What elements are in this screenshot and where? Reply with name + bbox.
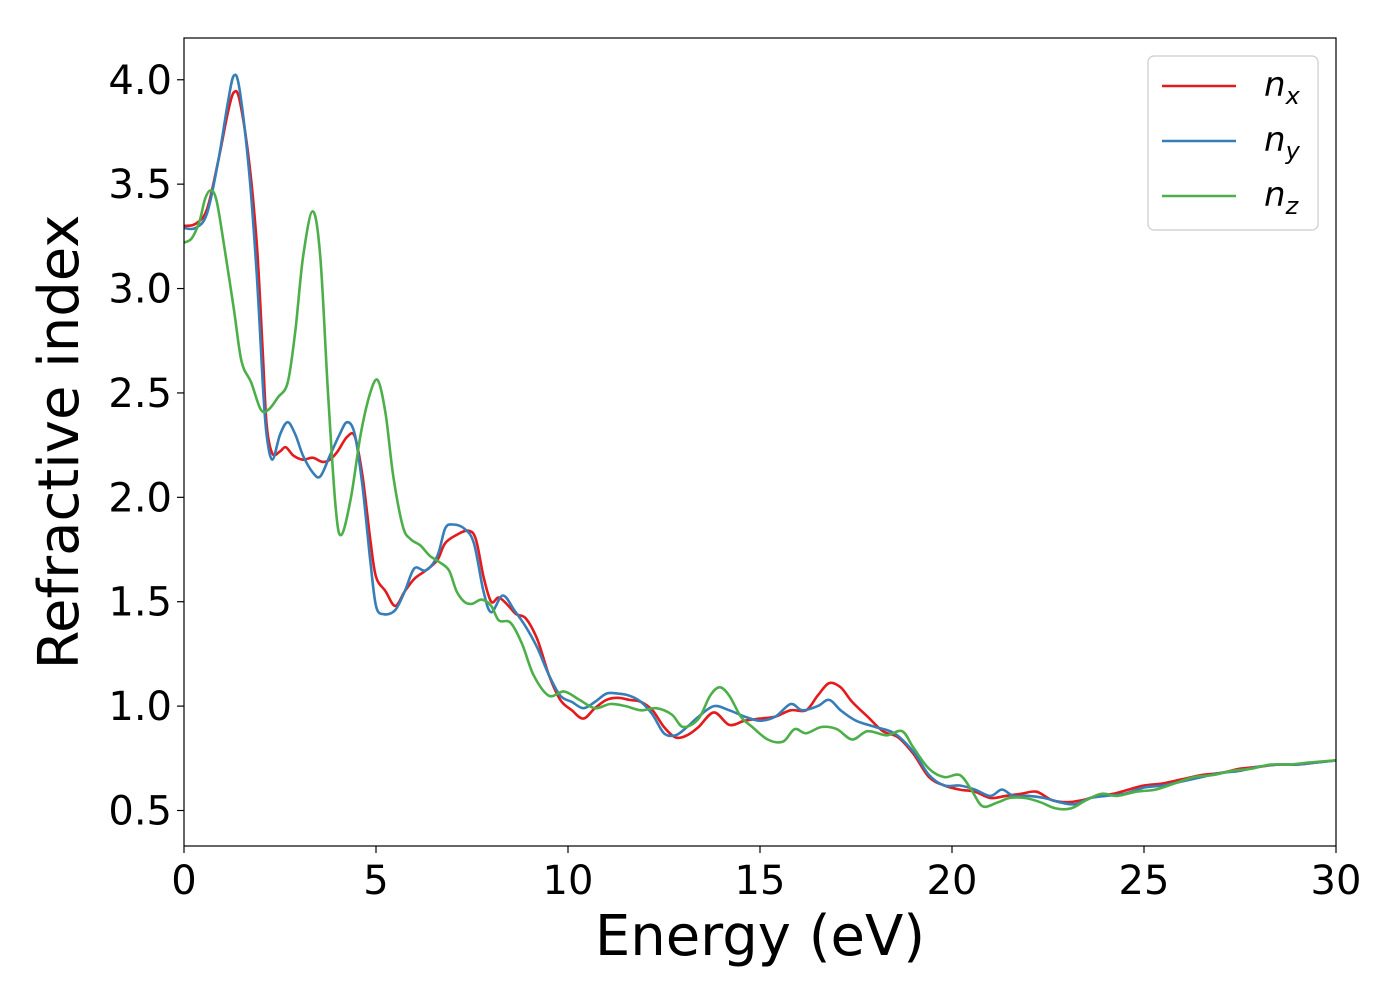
y-tick-label: 0.5 — [108, 789, 172, 835]
x-tick-label: 5 — [363, 858, 388, 904]
y-tick-label: 1.5 — [108, 580, 172, 626]
y-tick-label: 4.0 — [108, 58, 172, 104]
plot-lines — [183, 73, 1337, 811]
x-tick-label: 25 — [1119, 858, 1170, 904]
y-tick-label: 3.0 — [108, 267, 172, 313]
legend-box — [1147, 55, 1319, 231]
x-tick-label: 20 — [927, 858, 978, 904]
y-axis: 0.5 1.0 1.5 2.0 2.5 3.0 3.5 4.0 — [108, 58, 184, 835]
x-tick-label: 0 — [171, 858, 196, 904]
x-axis-label: Energy (eV) — [595, 904, 925, 969]
y-tick-label: 2.0 — [108, 475, 172, 521]
y-tick-label: 3.5 — [108, 162, 172, 208]
series-line-nz — [183, 189, 1337, 811]
y-axis-label: Refractive index — [27, 215, 92, 670]
x-axis: 0 5 10 15 20 25 30 — [171, 846, 1361, 904]
y-tick-label: 2.5 — [108, 371, 172, 417]
y-tick-label: 1.0 — [108, 684, 172, 730]
x-tick-label: 10 — [543, 858, 594, 904]
series-line-ny — [183, 73, 1337, 806]
x-tick-label: 15 — [735, 858, 786, 904]
x-tick-label: 30 — [1311, 858, 1362, 904]
